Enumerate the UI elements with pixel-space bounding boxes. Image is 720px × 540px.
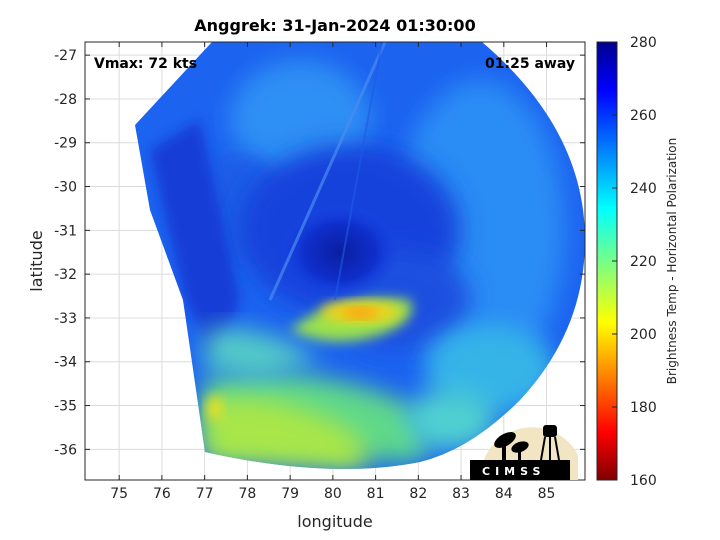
y-axis-ticks: -27 -28 -29 -30 -31 -32 -33 -34 -35 -36 (54, 48, 585, 458)
y-tick-label: -29 (54, 136, 77, 152)
colorbar-tick-label: 200 (630, 327, 657, 343)
y-tick-label: -27 (54, 48, 77, 64)
y-tick-label: -28 (54, 92, 77, 108)
y-tick-label: -35 (54, 399, 77, 415)
x-tick-label: 76 (153, 486, 171, 502)
y-tick-label: -34 (54, 355, 77, 371)
vmax-label: Vmax: 72 kts (94, 56, 197, 72)
x-tick-label: 85 (538, 486, 556, 502)
y-tick-label: -30 (54, 180, 77, 196)
x-tick-label: 77 (196, 486, 214, 502)
y-tick-label: -31 (54, 223, 77, 239)
axes-frame (84, 41, 586, 481)
y-tick-label: -32 (54, 267, 77, 283)
x-tick-label: 78 (238, 486, 256, 502)
x-tick-label: 80 (324, 486, 342, 502)
x-tick-label: 81 (367, 486, 385, 502)
y-axis-label: latitude (27, 230, 46, 291)
x-tick-label: 79 (281, 486, 299, 502)
brightness-temp-swath (135, 42, 585, 470)
x-tick-label: 82 (409, 486, 427, 502)
cimss-logo: CIMSS (470, 425, 578, 480)
cimss-logo-text: CIMSS (482, 465, 545, 478)
colorbar-tick-label: 260 (630, 108, 657, 124)
x-tick-label: 83 (452, 486, 470, 502)
time-away-label: 01:25 away (485, 56, 575, 72)
x-tick-label: 75 (110, 486, 128, 502)
colorbar-tick-label: 160 (630, 473, 657, 489)
colorbar-tick-label: 180 (630, 400, 657, 416)
storm-eye (280, 204, 400, 300)
map-title: Anggrek: 31-Jan-2024 01:30:00 (194, 16, 475, 35)
y-tick-label: -36 (54, 442, 77, 458)
x-axis-ticks: 75 76 77 78 79 80 81 82 83 84 85 (110, 42, 555, 502)
colorbar-label: Brightness Temp - Horizontal Polarizatio… (665, 138, 679, 385)
colorbar-ticks: 280 260 240 220 200 180 160 (612, 35, 657, 489)
x-axis-label: longitude (297, 512, 372, 531)
colorbar-tick-label: 220 (630, 254, 657, 270)
x-tick-label: 84 (495, 486, 513, 502)
colorbar-tick-label: 280 (630, 35, 657, 51)
colorbar-tick-label: 240 (630, 181, 657, 197)
y-tick-label: -33 (54, 311, 77, 327)
